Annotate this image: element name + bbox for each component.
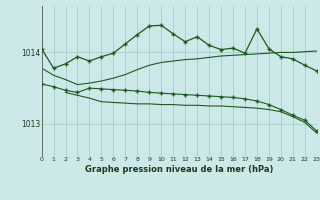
X-axis label: Graphe pression niveau de la mer (hPa): Graphe pression niveau de la mer (hPa) (85, 165, 273, 174)
